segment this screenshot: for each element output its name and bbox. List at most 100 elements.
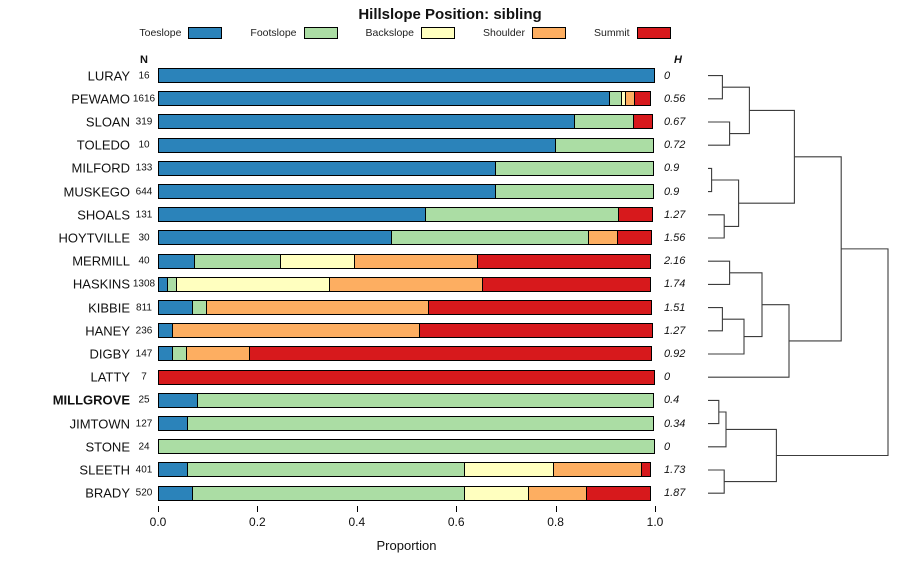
- bar-segment-summit: [249, 346, 652, 362]
- series-label: SLOAN: [85, 114, 130, 130]
- legend-swatch: [188, 27, 223, 39]
- axis-tick-label: 0.2: [249, 515, 266, 529]
- h-value: 1.73: [664, 463, 686, 476]
- n-value: 236: [135, 325, 153, 337]
- dendrogram-link: [708, 307, 723, 332]
- stacked-bar: [158, 439, 655, 455]
- chart-row: MUSKEGO 644 0.9: [0, 180, 720, 203]
- series-label: KIBBIE: [88, 300, 130, 316]
- stacked-bar: [158, 68, 655, 83]
- stacked-bar: [158, 369, 655, 385]
- legend-label: Shoulder: [482, 27, 526, 39]
- chart-row: MILLGROVE 25 0.4: [0, 389, 720, 412]
- dendrogram-link: [738, 109, 795, 204]
- bar-segment-toeslope: [158, 462, 188, 478]
- stacked-bar: [158, 207, 655, 223]
- h-value: 1.51: [664, 301, 686, 314]
- chart-row: DIGBY 147 0.92: [0, 342, 720, 365]
- series-label: LURAY: [87, 68, 130, 84]
- bar-segment-toeslope: [158, 253, 196, 269]
- n-value: 131: [135, 209, 153, 221]
- axis-tick-label: 0.4: [348, 515, 366, 529]
- n-value: 7: [141, 371, 147, 383]
- bar-segment-summit: [586, 485, 651, 501]
- bar-segment-toeslope: [158, 230, 392, 246]
- series-label: HASKINS: [72, 276, 130, 292]
- bar-segment-shoulder: [588, 230, 619, 246]
- legend-label: Backslope: [365, 27, 414, 39]
- dendrogram-link: [708, 399, 720, 425]
- n-value: 10: [138, 139, 150, 151]
- series-label: HOYTVILLE: [58, 230, 130, 246]
- series-label: MUSKEGO: [63, 184, 130, 200]
- bar-segment-summit: [482, 276, 651, 292]
- n-value: 644: [135, 186, 153, 198]
- legend-label: Footslope: [250, 27, 297, 39]
- series-label: JIMTOWN: [69, 416, 130, 432]
- bar-segment-footslope: [158, 439, 655, 455]
- h-value: 1.27: [664, 324, 686, 337]
- bar-segment-summit: [641, 462, 651, 478]
- chart-row: TOLEDO 10 0.72: [0, 134, 720, 157]
- stacked-bar: [158, 230, 655, 246]
- stacked-bar: [158, 416, 655, 431]
- bar-segment-toeslope: [158, 416, 188, 431]
- stacked-bar: [158, 160, 655, 176]
- chart-row: LURAY 16 0: [0, 64, 720, 87]
- dendrogram-link: [708, 75, 723, 100]
- h-value: 1.56: [664, 231, 686, 244]
- stacked-bar: [158, 276, 655, 292]
- legend-label: Toeslope: [139, 27, 182, 39]
- bar-segment-footslope: [494, 160, 654, 176]
- series-label: HANEY: [85, 323, 130, 339]
- dendrogram-link: [708, 214, 725, 239]
- stacked-bar: [158, 137, 655, 153]
- bar-segment-footslope: [186, 416, 654, 431]
- stacked-bar: [158, 462, 655, 478]
- dendrogram-link: [708, 318, 745, 355]
- legend-item: Footslope: [250, 27, 338, 39]
- bar-segment-summit: [477, 253, 651, 269]
- bar-segment-shoulder: [171, 323, 421, 339]
- series-label: BRADY: [85, 485, 130, 501]
- chart-row: JIMTOWN 127 0.34: [0, 412, 720, 435]
- dendrogram-link: [711, 179, 740, 227]
- chart-row: HOYTVILLE 30 1.56: [0, 226, 720, 249]
- bar-segment-summit: [419, 323, 653, 339]
- axis-tick: [555, 506, 557, 512]
- dendrogram-link: [776, 248, 889, 457]
- axis-tick: [257, 506, 259, 512]
- bar-segment-toeslope: [158, 160, 496, 176]
- n-value: 401: [135, 464, 153, 476]
- bar-segment-footslope: [186, 462, 466, 478]
- bar-segment-toeslope: [158, 68, 655, 83]
- h-value: 0.34: [664, 417, 686, 430]
- legend-swatch: [532, 27, 567, 39]
- stacked-bar: [158, 323, 655, 339]
- stacked-bar: [158, 392, 655, 408]
- axis-tick-label: 0.0: [149, 515, 167, 529]
- axis-tick-label: 0.8: [547, 515, 564, 529]
- legend-item: Shoulder: [482, 27, 567, 39]
- chart-row: STONE 24 0: [0, 435, 720, 458]
- stacked-bar: [158, 91, 655, 107]
- bar-segment-footslope: [554, 137, 654, 153]
- axis-tick-label: 1.0: [646, 515, 664, 529]
- bar-segment-toeslope: [158, 91, 611, 107]
- bar-segment-footslope: [574, 114, 635, 130]
- bar-segment-toeslope: [158, 207, 427, 223]
- legend-item: Backslope: [366, 27, 455, 39]
- bar-segment-backslope: [464, 462, 554, 478]
- h-value: 0: [664, 371, 671, 384]
- chart-row: SLEETH 401 1.73: [0, 458, 720, 481]
- dendrogram-link: [729, 272, 763, 338]
- dendrogram-link: [708, 167, 713, 193]
- n-value: 1308: [132, 278, 156, 290]
- legend-swatch: [303, 27, 338, 39]
- legend-item: Summit: [594, 27, 671, 39]
- h-value: 2.16: [664, 255, 686, 268]
- axis-tick: [158, 506, 159, 512]
- bar-segment-backslope: [175, 276, 330, 292]
- chart-title: Hillslope Position: sibling: [358, 6, 542, 23]
